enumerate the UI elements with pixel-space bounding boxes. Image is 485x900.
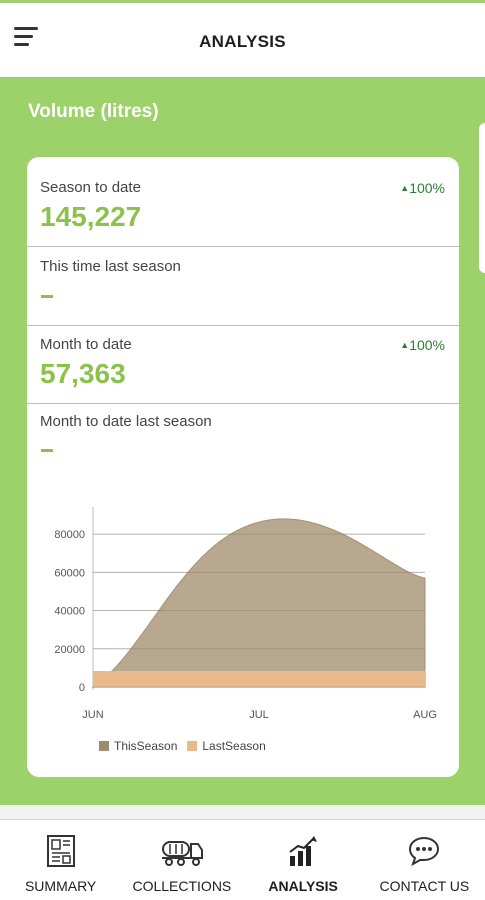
nav-collections-label: COLLECTIONS <box>132 878 232 894</box>
hamburger-menu-icon[interactable] <box>14 25 42 47</box>
month-to-date-label: Month to date <box>40 336 132 353</box>
y-tick-label: 20000 <box>54 644 85 656</box>
month-to-date-change: ▲100% <box>400 337 445 353</box>
series-last-season-area <box>93 671 425 687</box>
y-tick-label: 80000 <box>54 529 85 541</box>
nav-contact-us[interactable]: CONTACT US <box>364 820 485 900</box>
bar-chart-icon <box>286 834 320 873</box>
series-this-season-area <box>91 518 426 688</box>
volume-card: Season to date 145,227 ▲100% This time l… <box>27 157 459 777</box>
month-last-season-row: Month to date last season <box>27 404 459 464</box>
tanker-truck-icon <box>160 834 204 873</box>
legend-item: LastSeason <box>187 739 266 753</box>
season-to-date-change: ▲100% <box>400 180 445 196</box>
section-title: Volume (litres) <box>28 101 159 122</box>
page-title: ANALYSIS <box>199 32 286 51</box>
summary-icon <box>44 834 78 873</box>
up-arrow-icon: ▲ <box>400 340 410 350</box>
month-last-season-empty-dash <box>41 449 53 452</box>
last-season-row: This time last season <box>27 247 459 326</box>
chat-bubble-icon <box>407 834 441 873</box>
area-chart: 0 20000 40000 60000 80000 JUN JUL AUG <box>54 507 437 721</box>
month-last-season-label: Month to date last season <box>40 413 212 430</box>
season-to-date-label: Season to date <box>40 179 141 196</box>
nav-summary-label: SUMMARY <box>24 878 97 894</box>
nav-analysis[interactable]: ANALYSIS <box>243 820 364 900</box>
last-season-empty-dash <box>41 295 53 298</box>
x-tick-label: JUL <box>249 709 269 721</box>
nav-analysis-label: ANALYSIS <box>268 878 338 894</box>
month-to-date-value: 57,363 <box>40 358 126 389</box>
y-tick-label: 40000 <box>54 606 85 618</box>
x-tick-label: JUN <box>82 709 103 721</box>
chart-legend: ThisSeason LastSeason <box>99 739 276 753</box>
y-tick-label: 0 <box>79 682 85 694</box>
nav-summary[interactable]: SUMMARY <box>0 820 121 900</box>
legend-swatch <box>99 741 109 751</box>
last-season-label: This time last season <box>40 258 181 275</box>
y-tick-label: 60000 <box>54 567 85 579</box>
season-to-date-value: 145,227 <box>40 201 142 232</box>
top-accent-line <box>0 0 485 3</box>
nav-collections[interactable]: COLLECTIONS <box>121 820 242 900</box>
legend-label: ThisSeason <box>114 739 178 753</box>
season-to-date-row: Season to date 145,227 ▲100% <box>27 157 459 247</box>
next-card-peek <box>479 123 485 273</box>
nav-contact-us-label: CONTACT US <box>379 878 470 894</box>
bottom-divider <box>0 805 485 819</box>
up-arrow-icon: ▲ <box>400 183 410 193</box>
x-tick-label: AUG <box>413 709 437 721</box>
app-bar: ANALYSIS <box>0 3 485 77</box>
legend-swatch <box>187 741 198 751</box>
legend-label: LastSeason <box>202 739 266 753</box>
volume-chart: 0 20000 40000 60000 80000 JUN JUL AUG <box>27 487 459 777</box>
month-to-date-row: Month to date 57,363 ▲100% <box>27 326 459 404</box>
bottom-navigation: SUMMARY COLLECTIONS <box>0 819 485 900</box>
legend-item: ThisSeason <box>99 739 177 753</box>
